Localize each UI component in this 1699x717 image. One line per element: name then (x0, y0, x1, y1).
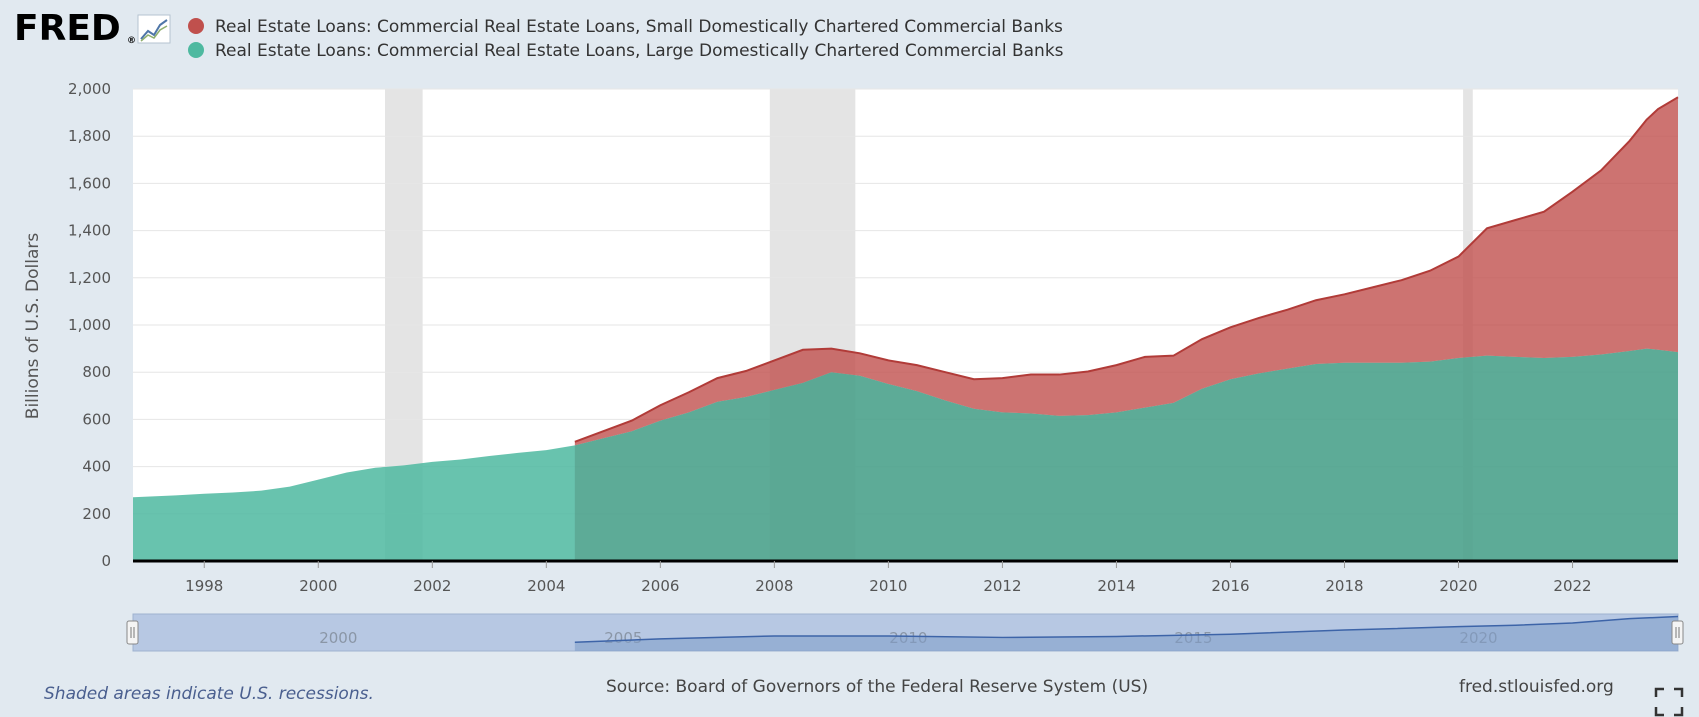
legend-label-small-banks: Real Estate Loans: Commercial Real Estat… (215, 17, 1063, 37)
range-navigator[interactable]: 20002005201020152020 (126, 613, 1684, 652)
x-tick-label: 1998 (185, 577, 223, 595)
line-chart-icon (137, 14, 171, 44)
legend-marker-small-banks (188, 18, 204, 34)
fred-logo[interactable]: FRED ® (14, 8, 171, 49)
series-areas (133, 96, 1679, 561)
legend-item-small-banks[interactable]: Real Estate Loans: Commercial Real Estat… (188, 17, 1063, 37)
navigator-series (574, 615, 1679, 651)
x-tick-label: 2016 (1211, 577, 1249, 595)
y-tick-label: 400 (82, 458, 111, 476)
y-axis-title: Billions of U.S. Dollars (23, 233, 43, 420)
y-tick-label: 200 (82, 505, 111, 523)
navigator-line (574, 615, 1679, 643)
y-tick-label: 1,400 (68, 222, 111, 240)
legend-label-large-banks: Real Estate Loans: Commercial Real Estat… (215, 41, 1064, 61)
y-tick-label: 600 (82, 410, 111, 428)
x-tick-label: 2022 (1553, 577, 1591, 595)
x-tick-label: 2020 (1439, 577, 1477, 595)
navigator-handle-right[interactable] (1671, 620, 1684, 645)
area-large-banks-shaded (574, 348, 1678, 561)
x-axis-ticks: 1998 2000 2002 2004 2006 2008 2010 2012 2014 2016… (185, 561, 1592, 595)
y-tick-label: 1,200 (68, 269, 111, 287)
y-tick-label: 0 (101, 552, 111, 570)
fullscreen-icon[interactable] (1654, 687, 1684, 717)
registered-mark: ® (127, 36, 136, 46)
x-tick-label: 2008 (755, 577, 793, 595)
legend-item-large-banks[interactable]: Real Estate Loans: Commercial Real Estat… (188, 41, 1064, 61)
y-axis-ticks: 0 200 400 600 800 1,000 1,200 1,400 1,600 1,800 2,… (68, 80, 111, 570)
x-tick-label: 2014 (1097, 577, 1135, 595)
x-tick-label: 2010 (869, 577, 907, 595)
area-small-banks (574, 97, 1678, 446)
x-tick-label: 2012 (983, 577, 1021, 595)
navigator-handle-left[interactable] (126, 620, 139, 645)
navigator-area (574, 616, 1678, 651)
source-text: Source: Board of Governors of the Federa… (606, 677, 1148, 697)
x-tick-label: 2006 (641, 577, 679, 595)
y-tick-label: 1,600 (68, 174, 111, 192)
y-tick-label: 1,000 (68, 316, 111, 334)
navigator-label: 2000 (319, 629, 357, 647)
line-small-banks-top (574, 96, 1679, 443)
site-link[interactable]: fred.stlouisfed.org (1459, 677, 1614, 697)
x-tick-label: 2002 (413, 577, 451, 595)
x-tick-label: 2000 (299, 577, 337, 595)
x-tick-label: 2018 (1325, 577, 1363, 595)
legend-marker-large-banks (188, 42, 204, 58)
y-tick-label: 1,800 (68, 127, 111, 145)
recession-note: Shaded areas indicate U.S. recessions. (44, 684, 374, 704)
x-tick-label: 2004 (527, 577, 565, 595)
fred-logo-text: FRED (14, 8, 121, 49)
y-tick-label: 2,000 (68, 80, 111, 98)
y-tick-label: 800 (82, 363, 111, 381)
area-large-banks (133, 348, 1678, 561)
legend: Real Estate Loans: Commercial Real Estat… (188, 17, 1064, 61)
